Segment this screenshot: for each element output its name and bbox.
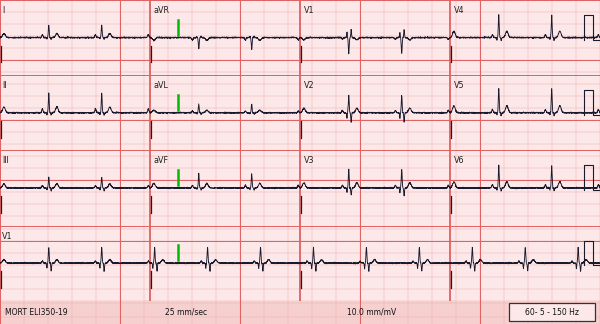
Text: 25 mm/sec: 25 mm/sec xyxy=(165,308,207,317)
Text: I: I xyxy=(2,6,4,15)
Text: aVF: aVF xyxy=(154,156,169,165)
Text: V6: V6 xyxy=(454,156,464,165)
Text: V3: V3 xyxy=(304,156,314,165)
Text: aVR: aVR xyxy=(154,6,170,15)
Text: V4: V4 xyxy=(454,6,464,15)
Text: V2: V2 xyxy=(304,81,314,90)
Text: III: III xyxy=(2,156,8,165)
Text: V5: V5 xyxy=(454,81,464,90)
Text: V1: V1 xyxy=(2,232,12,240)
Text: 60- 5 - 150 Hz: 60- 5 - 150 Hz xyxy=(525,308,579,317)
Text: V1: V1 xyxy=(304,6,314,15)
Text: MORT ELI350-19: MORT ELI350-19 xyxy=(5,308,67,317)
Text: II: II xyxy=(2,81,6,90)
Bar xyxy=(509,304,595,321)
Text: aVL: aVL xyxy=(154,81,169,90)
Text: 10.0 mm/mV: 10.0 mm/mV xyxy=(347,308,397,317)
